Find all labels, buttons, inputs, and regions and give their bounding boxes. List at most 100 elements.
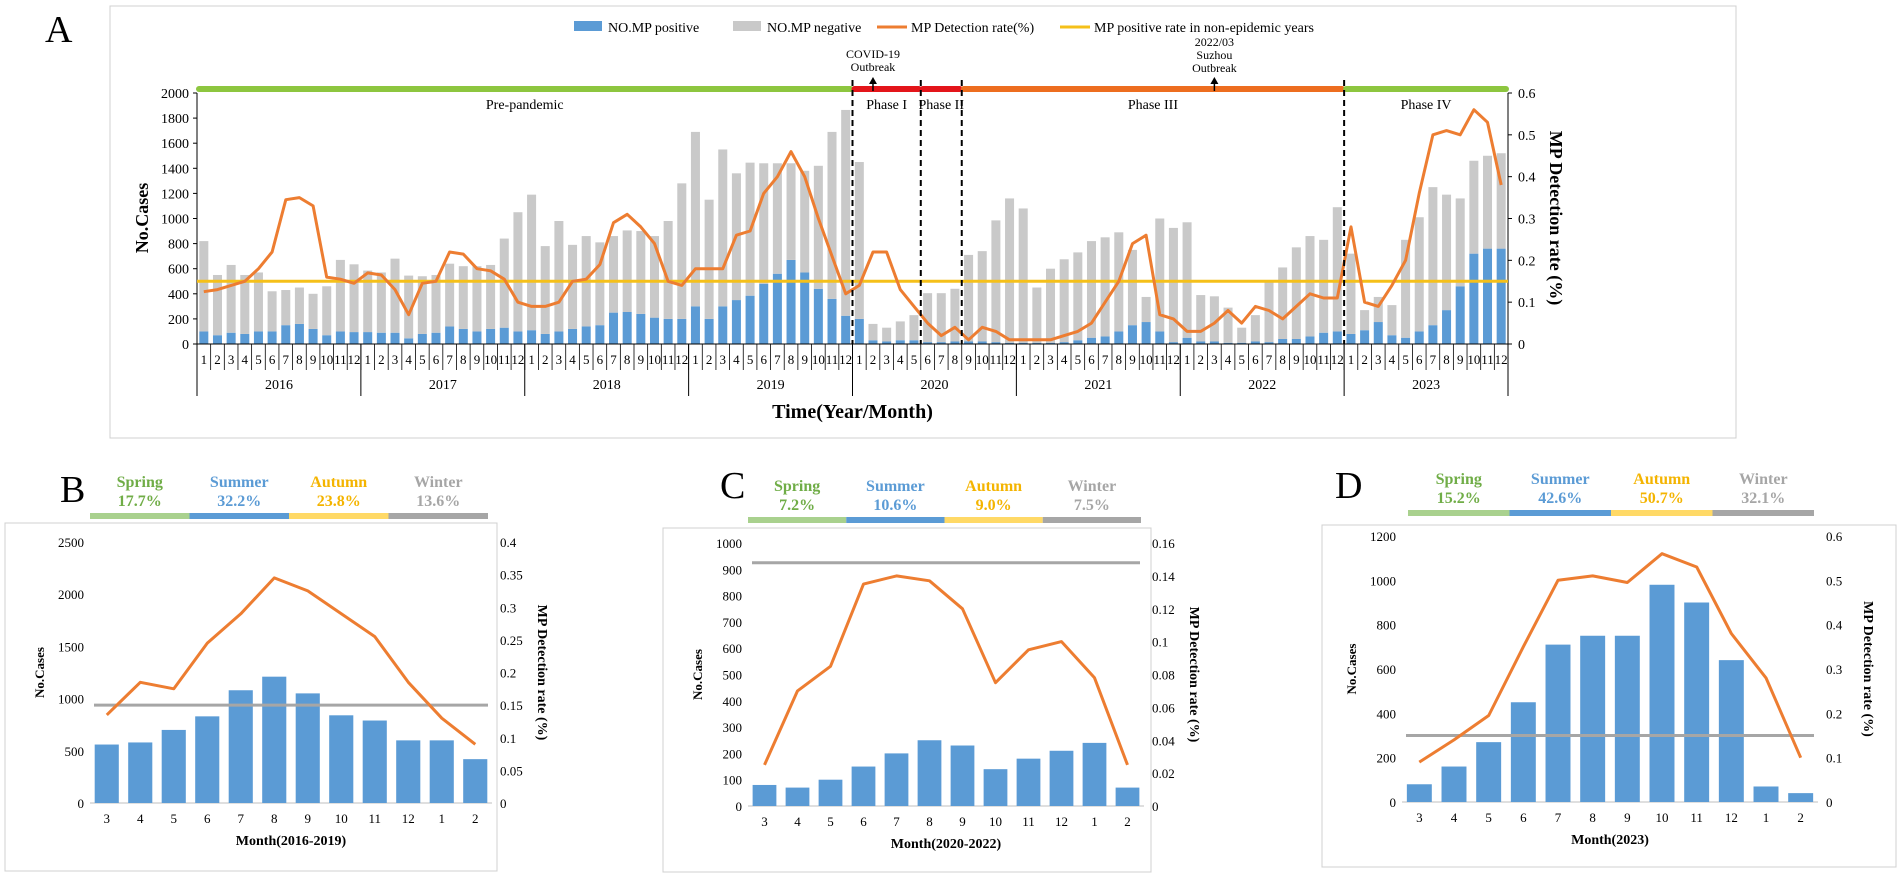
y2-tick-label: 0.3 <box>500 600 516 615</box>
bar-positive <box>294 323 304 344</box>
season-percent: 32.1% <box>1741 490 1785 507</box>
bar-negative <box>472 266 482 332</box>
x-month-label: 10 <box>648 352 661 367</box>
bar-positive <box>581 326 591 344</box>
x-month-label: 12 <box>511 352 524 367</box>
season-bar <box>1042 517 1141 523</box>
y2-tick-label: 0.2 <box>1518 254 1536 269</box>
x-month-label: 7 <box>446 352 453 367</box>
bar-negative <box>1442 194 1452 311</box>
bar-positive <box>472 331 482 344</box>
bar-negative <box>363 270 373 333</box>
x-month-label: 6 <box>924 352 931 367</box>
detection-rate-line <box>1418 552 1803 764</box>
x-month-label: 6 <box>433 352 440 367</box>
x-tick-label: 8 <box>271 811 278 826</box>
y2-tick-label: 0.35 <box>500 568 523 583</box>
bar-negative <box>800 170 810 273</box>
bar-cases <box>362 720 387 803</box>
panel-letter: B <box>60 469 85 511</box>
bar-negative <box>513 212 523 332</box>
bar-positive <box>568 328 578 344</box>
y-tick-label: 1400 <box>161 162 189 177</box>
y-tick-label: 1000 <box>58 692 84 707</box>
bar-cases <box>851 766 876 806</box>
bar-cases <box>818 779 843 806</box>
y2-tick-label: 0.15 <box>500 698 523 713</box>
bar-negative <box>827 131 837 299</box>
season-name: Autumn <box>310 474 367 491</box>
x-tick-label: 3 <box>104 811 111 826</box>
x-month-label: 6 <box>1088 352 1095 367</box>
bar-negative <box>199 241 209 332</box>
bar-positive <box>1428 325 1438 344</box>
x-month-label: 1 <box>1020 352 1027 367</box>
bar-negative <box>595 242 605 326</box>
panel-a-letter: A <box>45 9 73 51</box>
season-percent: 7.5% <box>1074 497 1110 514</box>
bar-negative <box>1032 287 1042 343</box>
bar-negative <box>226 264 236 333</box>
bar-negative <box>322 286 332 336</box>
x-month-label: 12 <box>348 352 361 367</box>
y2-tick-label: 0.05 <box>500 763 523 778</box>
season-percent: 23.8% <box>317 493 361 510</box>
bar-negative <box>636 231 646 314</box>
x-month-label: 5 <box>747 352 754 367</box>
x-month-label: 1 <box>692 352 699 367</box>
bar-positive <box>909 340 919 344</box>
bar-cases <box>463 759 488 803</box>
bar-positive <box>1346 333 1356 344</box>
x-month-label: 11 <box>826 352 839 367</box>
bar-negative <box>1401 239 1411 338</box>
x-month-label: 3 <box>228 352 235 367</box>
y-tick-label: 400 <box>1377 706 1397 721</box>
bar-cases <box>1049 750 1074 806</box>
y-tick-label: 400 <box>168 288 189 303</box>
x-month-label: 6 <box>269 352 276 367</box>
bar-negative <box>772 163 782 274</box>
bar-positive <box>267 331 277 344</box>
x-month-label: 11 <box>990 352 1003 367</box>
bar-positive <box>1196 341 1206 344</box>
bar-cases <box>262 676 287 803</box>
bar-negative <box>1469 160 1479 254</box>
y-tick-label: 100 <box>723 773 743 788</box>
bar-negative <box>1496 153 1506 249</box>
bar-positive <box>704 318 714 344</box>
bar-negative <box>936 293 946 343</box>
bar-cases <box>94 744 119 803</box>
season-name: Spring <box>774 478 820 495</box>
y2-axis-title: MP Detection rate (%) <box>1860 601 1875 737</box>
bar-negative <box>568 244 578 329</box>
bar-positive <box>1141 322 1151 344</box>
bar-negative <box>308 293 318 329</box>
bar-positive <box>622 311 632 344</box>
y2-tick-label: 0.6 <box>1826 529 1843 544</box>
bar-negative <box>1305 236 1315 337</box>
y2-tick-label: 0.04 <box>1152 733 1175 748</box>
bar-positive <box>759 283 769 344</box>
panel-c: C Spring 7.2% Summer 10.6% Autumn 9.0% Winter 7.… <box>662 465 1201 873</box>
x-year-label: 2021 <box>1084 378 1112 393</box>
x-axis-title: Month(2020-2022) <box>891 837 1002 852</box>
x-month-label: 3 <box>883 352 890 367</box>
x-month-label: 11 <box>334 352 347 367</box>
x-month-label: 2 <box>870 352 877 367</box>
bar-cases <box>1545 644 1571 802</box>
x-month-label: 1 <box>1348 352 1355 367</box>
x-month-label: 5 <box>1238 352 1245 367</box>
x-month-label: 9 <box>965 352 972 367</box>
bar-negative <box>786 163 796 260</box>
bar-negative <box>1428 187 1438 326</box>
x-month-label: 3 <box>1375 352 1382 367</box>
y-tick-label: 1500 <box>58 639 84 654</box>
legend-swatch-0 <box>574 21 602 31</box>
season-bar <box>90 513 190 519</box>
y2-axis-title: MP Detection rate (%) <box>1545 131 1566 305</box>
bar-negative <box>964 254 974 342</box>
detection-rate-line <box>105 576 477 746</box>
bar-negative <box>486 264 496 329</box>
season-bar <box>1509 510 1611 516</box>
bar-negative <box>404 275 414 339</box>
